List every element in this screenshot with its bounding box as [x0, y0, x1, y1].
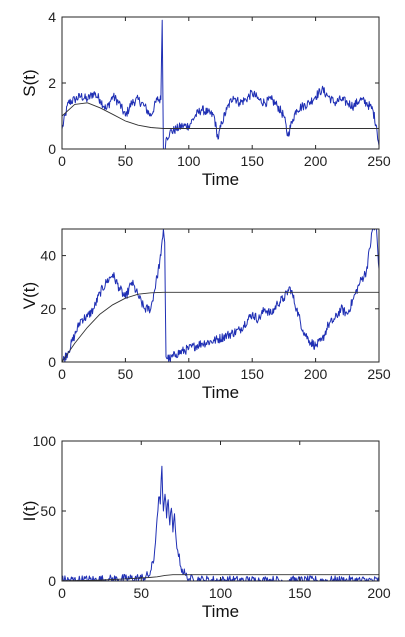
x-tick-label: 150	[241, 153, 265, 169]
y-tick-label: 100	[33, 433, 57, 449]
chart-panel-1: 0 50 100 150 200 250 0 2 4 Time S(t)	[20, 9, 391, 189]
x-tick-label: 250	[367, 366, 391, 382]
y-tick-label: 20	[40, 301, 56, 317]
deterministic-line-1	[62, 102, 379, 129]
axes-frame	[61, 16, 380, 150]
y-tick-label: 0	[48, 141, 56, 157]
deterministic-line-3	[62, 574, 379, 581]
stochastic-line-2	[62, 229, 379, 362]
x-tick-label: 100	[177, 366, 201, 382]
x-tick-label: 150	[288, 585, 312, 601]
x-tick-label: 200	[304, 366, 328, 382]
x-tick-label: 50	[133, 585, 149, 601]
y-axis-label: S(t)	[20, 69, 39, 96]
y-axis-label: I(t)	[20, 501, 39, 522]
x-tick-label: 100	[177, 153, 201, 169]
y-tick-label: 40	[40, 248, 56, 264]
y-tick-label: 50	[40, 503, 56, 519]
x-tick-label: 200	[304, 153, 328, 169]
x-tick-label: 0	[58, 153, 66, 169]
x-axis-label: Time	[202, 602, 239, 621]
y-tick-label: 2	[48, 75, 56, 91]
stochastic-line-1	[62, 19, 379, 149]
y-tick-label: 4	[48, 9, 56, 25]
x-tick-label: 100	[209, 585, 233, 601]
axes-frame	[61, 440, 380, 582]
x-tick-label: 50	[118, 153, 134, 169]
stochastic-line-3	[62, 465, 379, 581]
x-axis-label: Time	[202, 170, 239, 189]
x-tick-label: 250	[367, 153, 391, 169]
y-axis-label: V(t)	[20, 282, 39, 309]
x-tick-label: 150	[241, 366, 265, 382]
x-tick-label: 0	[58, 366, 66, 382]
deterministic-line-2	[62, 291, 379, 362]
y-tick-label: 0	[48, 573, 56, 589]
x-axis-label: Time	[202, 383, 239, 402]
x-tick-label: 200	[367, 585, 391, 601]
x-tick-label: 0	[58, 585, 66, 601]
x-tick-label: 50	[118, 366, 134, 382]
y-tick-label: 0	[48, 354, 56, 370]
chart-panel-2: 0 50 100 150 200 250 0 20 40 Time V(t)	[20, 228, 391, 402]
axes-frame	[61, 228, 380, 363]
